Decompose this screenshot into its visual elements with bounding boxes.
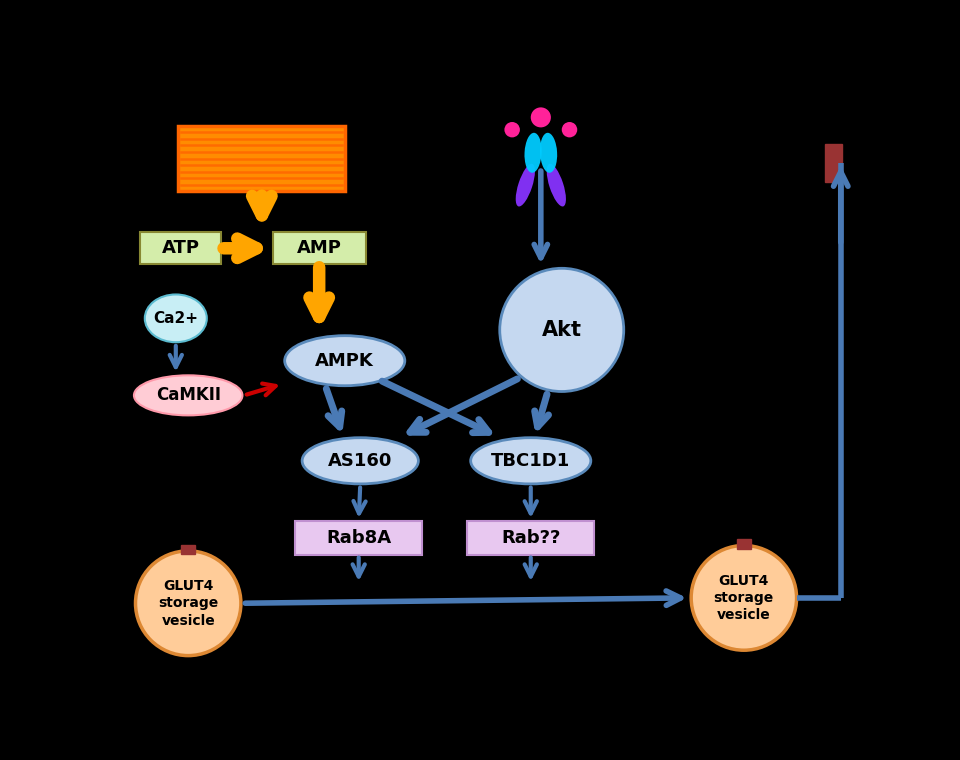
- FancyBboxPatch shape: [140, 232, 221, 264]
- Text: GLUT4
storage
vesicle: GLUT4 storage vesicle: [158, 579, 218, 628]
- Text: CaMKII: CaMKII: [156, 386, 221, 404]
- FancyBboxPatch shape: [468, 521, 594, 555]
- Circle shape: [500, 268, 624, 391]
- Circle shape: [531, 107, 551, 128]
- Ellipse shape: [547, 164, 566, 207]
- FancyBboxPatch shape: [826, 144, 842, 182]
- Ellipse shape: [145, 294, 206, 342]
- Ellipse shape: [516, 164, 535, 207]
- FancyBboxPatch shape: [274, 232, 366, 264]
- Text: AS160: AS160: [328, 451, 393, 470]
- Circle shape: [562, 122, 577, 138]
- Ellipse shape: [540, 133, 557, 173]
- Text: GLUT4
storage
vesicle: GLUT4 storage vesicle: [713, 574, 774, 622]
- Text: TBC1D1: TBC1D1: [492, 451, 570, 470]
- Ellipse shape: [524, 133, 541, 173]
- Text: Rab8A: Rab8A: [326, 529, 392, 546]
- Text: Ca2+: Ca2+: [154, 311, 199, 326]
- FancyBboxPatch shape: [179, 126, 345, 192]
- Ellipse shape: [134, 375, 243, 416]
- Circle shape: [504, 122, 520, 138]
- FancyBboxPatch shape: [295, 521, 422, 555]
- Circle shape: [691, 546, 797, 651]
- Text: AMP: AMP: [297, 239, 342, 258]
- Circle shape: [135, 551, 241, 656]
- Text: ATP: ATP: [161, 239, 200, 258]
- Ellipse shape: [302, 438, 419, 484]
- Ellipse shape: [470, 438, 590, 484]
- FancyBboxPatch shape: [181, 545, 195, 554]
- Text: Akt: Akt: [541, 320, 582, 340]
- Text: Rab??: Rab??: [501, 529, 561, 546]
- Ellipse shape: [285, 336, 405, 386]
- Text: AMPK: AMPK: [316, 352, 374, 369]
- FancyBboxPatch shape: [737, 540, 751, 549]
